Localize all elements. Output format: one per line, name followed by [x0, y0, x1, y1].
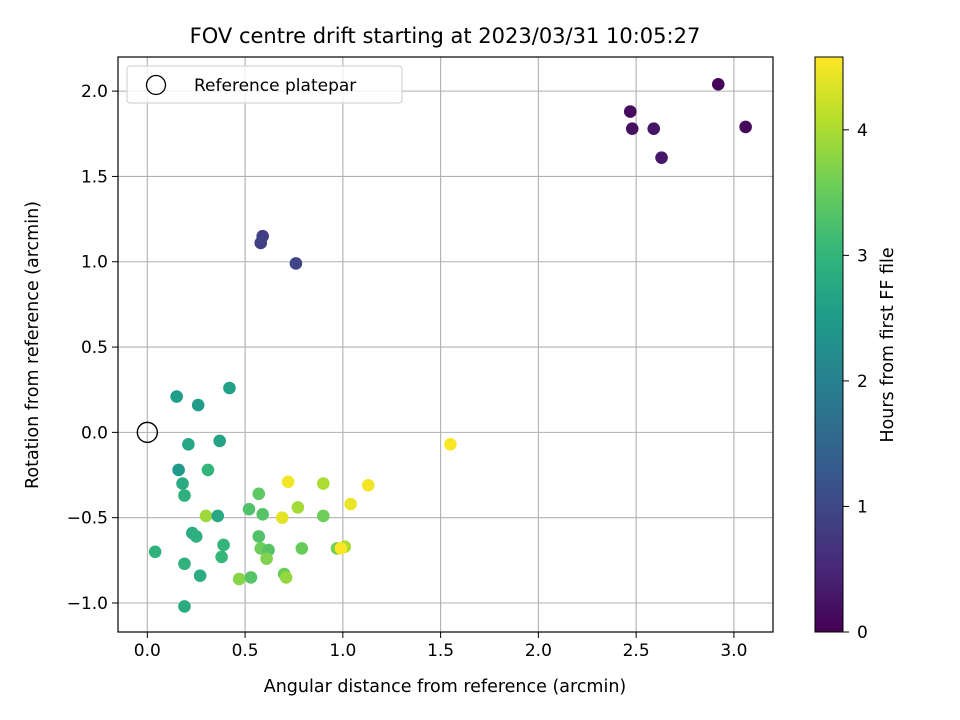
- legend-reference-marker: [145, 74, 167, 96]
- data-point: [281, 475, 295, 489]
- data-point: [215, 550, 228, 564]
- y-tick-label: −0.5: [67, 509, 108, 529]
- legend: Reference platepar: [126, 65, 403, 104]
- data-point: [739, 120, 752, 134]
- colorbar-gradient: [814, 56, 844, 633]
- data-point: [275, 511, 289, 524]
- x-tick-label: 2.5: [623, 641, 650, 661]
- x-tick-label: 0.5: [232, 641, 259, 661]
- data-point: [334, 542, 348, 555]
- data-point: [223, 381, 236, 395]
- y-axis-ticks: −1.0 −0.5 0.0 0.5 1.0 1.5 2.0: [67, 82, 118, 614]
- y-tick-label: 0.0: [81, 423, 108, 443]
- colorbar-tick-label: 4: [857, 121, 868, 141]
- data-point: [647, 122, 661, 135]
- colorbar-tick-label: 2: [857, 372, 868, 392]
- colorbar-tick-label: 1: [857, 497, 868, 517]
- data-point: [211, 509, 225, 523]
- data-point: [178, 557, 191, 571]
- reference-marker: [136, 421, 159, 444]
- plot-frame: [117, 56, 774, 633]
- data-point: [260, 552, 273, 565]
- data-point: [361, 478, 375, 492]
- data-point: [178, 489, 191, 502]
- reference-point: [136, 421, 159, 444]
- x-axis-label: Angular distance from reference (arcmin): [264, 677, 627, 697]
- data-point: [291, 501, 305, 514]
- plot-background: [118, 57, 773, 632]
- data-point: [289, 257, 303, 270]
- plot-area: [117, 56, 774, 633]
- data-point: [193, 569, 207, 582]
- data-point: [295, 542, 309, 555]
- legend-entry-label: Reference platepar: [194, 76, 356, 96]
- data-point: [344, 497, 357, 511]
- x-tick-label: 2.0: [525, 641, 552, 661]
- data-point: [199, 509, 213, 523]
- data-point: [242, 502, 256, 516]
- data-point: [170, 390, 183, 403]
- data-point: [316, 509, 330, 523]
- data-point: [254, 236, 268, 250]
- data-points: [148, 77, 752, 613]
- data-point: [176, 477, 189, 490]
- data-point: [178, 600, 191, 613]
- data-point: [232, 572, 246, 586]
- colorbar-tick-label: 0: [857, 623, 868, 643]
- data-point: [213, 434, 226, 448]
- data-point: [316, 477, 330, 490]
- data-point: [625, 122, 639, 135]
- y-tick-label: 2.0: [81, 82, 108, 102]
- data-point: [256, 507, 269, 521]
- data-point: [711, 77, 725, 91]
- data-point: [201, 463, 215, 477]
- colorbar-tick-label: 3: [857, 246, 868, 266]
- data-point: [655, 151, 668, 164]
- data-point: [172, 463, 185, 477]
- data-point: [189, 530, 203, 543]
- colorbar: 0 1 2 3 4 Hours from first FF file: [814, 56, 898, 643]
- grid: [118, 57, 773, 632]
- x-tick-label: 1.0: [329, 641, 356, 661]
- y-axis-label: Rotation from reference (arcmin): [23, 201, 43, 489]
- x-axis-ticks: 0.0 0.5 1.0 1.5 2.0 2.5 3.0: [134, 632, 747, 661]
- x-tick-label: 0.0: [134, 641, 161, 661]
- data-point: [244, 571, 258, 584]
- x-tick-label: 3.0: [720, 641, 747, 661]
- y-tick-label: 1.5: [81, 167, 108, 187]
- data-point: [444, 438, 457, 451]
- y-tick-label: 1.0: [81, 253, 108, 273]
- data-point: [279, 571, 293, 584]
- chart-title: FOV centre drift starting at 2023/03/31 …: [190, 24, 701, 48]
- colorbar-ticks: 0 1 2 3 4: [843, 121, 868, 643]
- data-point: [217, 538, 230, 552]
- x-tick-label: 1.5: [427, 641, 454, 661]
- data-point: [252, 530, 266, 543]
- data-point: [182, 438, 195, 451]
- y-tick-label: −1.0: [67, 594, 108, 614]
- data-point: [191, 398, 205, 412]
- data-point: [148, 545, 162, 559]
- colorbar-label: Hours from first FF file: [878, 247, 898, 442]
- y-tick-label: 0.5: [81, 338, 108, 358]
- data-point: [252, 487, 266, 501]
- legend-box: [126, 65, 403, 104]
- data-point: [623, 105, 637, 118]
